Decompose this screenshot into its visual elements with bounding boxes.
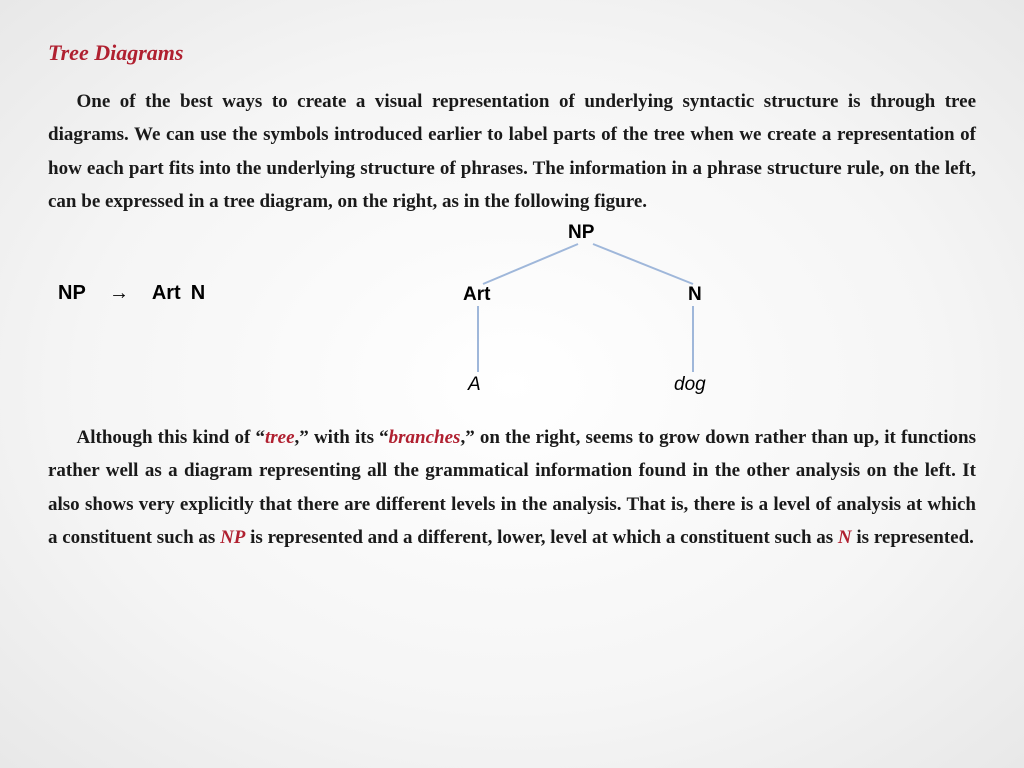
- n-word: N: [838, 527, 852, 548]
- arrow-icon: →: [109, 282, 129, 305]
- node-root: NP: [568, 222, 594, 244]
- page-title: Tree Diagrams: [48, 40, 976, 66]
- diagram-area: NP → Art N NP Art N A dog: [48, 222, 976, 402]
- rule-lhs: NP: [58, 282, 85, 304]
- p2-t0: Although this kind of “: [77, 427, 266, 448]
- slide-page: Tree Diagrams One of the best ways to cr…: [0, 0, 1024, 768]
- paragraph-1: One of the best ways to create a visual …: [48, 85, 976, 218]
- paragraph-2: Although this kind of “tree,” with its “…: [48, 421, 976, 554]
- node-n: N: [688, 284, 702, 306]
- tree-word: tree: [265, 427, 295, 448]
- rule-rhs-n: N: [191, 282, 205, 304]
- p2-t1: ,” with its “: [295, 427, 389, 448]
- np-word: NP: [220, 527, 245, 548]
- edge-np-art: [483, 244, 578, 284]
- edge-np-n: [593, 244, 693, 284]
- phrase-structure-rule: NP → Art N: [48, 222, 368, 305]
- tree-diagram: NP Art N A dog: [368, 222, 788, 397]
- leaf-a: A: [468, 374, 481, 396]
- tree-lines: [368, 222, 788, 397]
- branches-word: branches: [389, 427, 461, 448]
- p2-t4: is represented.: [852, 527, 974, 548]
- p2-t3: is represented and a different, lower, l…: [245, 527, 838, 548]
- node-art: Art: [463, 284, 490, 306]
- leaf-dog: dog: [674, 374, 706, 396]
- rule-rhs-art: Art: [152, 282, 181, 304]
